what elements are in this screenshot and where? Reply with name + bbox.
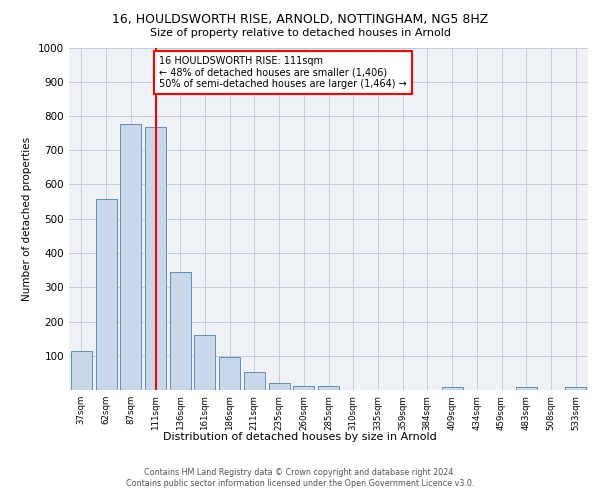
Text: Contains HM Land Registry data © Crown copyright and database right 2024.
Contai: Contains HM Land Registry data © Crown c…	[126, 468, 474, 487]
Bar	[442, 388, 463, 390]
Bar	[145, 127, 166, 390]
Text: 16, HOULDSWORTH RISE, ARNOLD, NOTTINGHAM, NG5 8HZ: 16, HOULDSWORTH RISE, ARNOLD, NOTTINGHAM…	[112, 12, 488, 26]
Text: Size of property relative to detached houses in Arnold: Size of property relative to detached ho…	[149, 28, 451, 38]
Bar	[120, 124, 141, 390]
Text: Distribution of detached houses by size in Arnold: Distribution of detached houses by size …	[163, 432, 437, 442]
Bar	[71, 352, 92, 390]
Bar	[269, 383, 290, 390]
Bar	[95, 199, 116, 390]
Bar	[516, 388, 537, 390]
Bar	[219, 357, 240, 390]
Bar	[170, 272, 191, 390]
Text: 16 HOULDSWORTH RISE: 111sqm
← 48% of detached houses are smaller (1,406)
50% of : 16 HOULDSWORTH RISE: 111sqm ← 48% of det…	[159, 56, 407, 90]
Bar	[293, 386, 314, 390]
Y-axis label: Number of detached properties: Number of detached properties	[22, 136, 32, 301]
Bar	[244, 372, 265, 390]
Bar	[565, 388, 586, 390]
Bar	[318, 386, 339, 390]
Bar	[194, 335, 215, 390]
